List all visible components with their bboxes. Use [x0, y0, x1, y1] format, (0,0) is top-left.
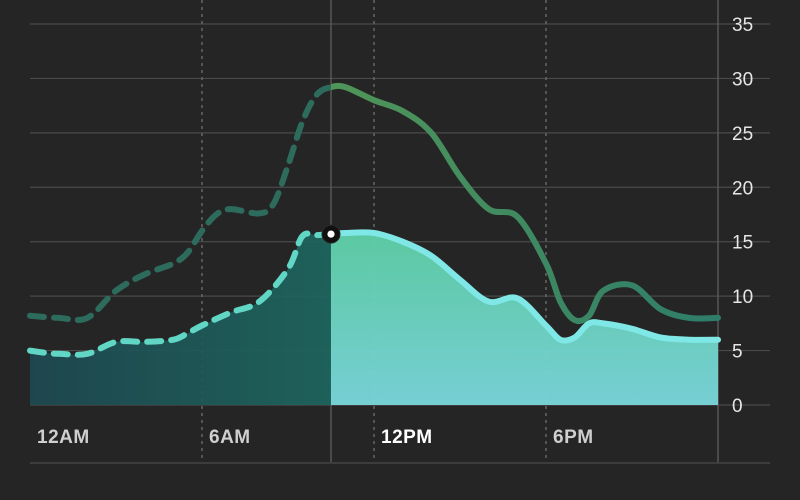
current-point-inner: [327, 230, 335, 238]
y-tick-label: 0: [732, 396, 743, 417]
y-tick-label: 5: [732, 342, 743, 363]
y-tick-label: 35: [732, 15, 753, 36]
current-time-marker: [321, 224, 341, 244]
y-tick-label: 15: [732, 233, 753, 254]
x-tick-label: 6AM: [209, 427, 251, 448]
uv-area-future: [331, 232, 718, 405]
x-axis-ticks: 12AM 6AM 12PM 6PM: [37, 427, 594, 448]
y-axis-ticks: 0 5 10 15 20 25 30 35: [732, 15, 753, 417]
uv-area-fills: [30, 232, 718, 405]
y-tick-label: 20: [732, 178, 753, 199]
series-1-line-past: [27, 230, 331, 358]
series-1-line-future: [331, 229, 721, 344]
x-tick-label: 6PM: [553, 427, 594, 448]
y-tick-label: 30: [732, 69, 753, 90]
y-tick-label: 10: [732, 287, 753, 308]
y-tick-label: 25: [732, 124, 753, 145]
x-tick-label: 12PM: [381, 427, 433, 448]
x-tick-label: 12AM: [37, 427, 90, 448]
uv-area-past: [30, 233, 331, 405]
series-2-line-future: [331, 82, 721, 325]
series-lines: [27, 82, 721, 358]
